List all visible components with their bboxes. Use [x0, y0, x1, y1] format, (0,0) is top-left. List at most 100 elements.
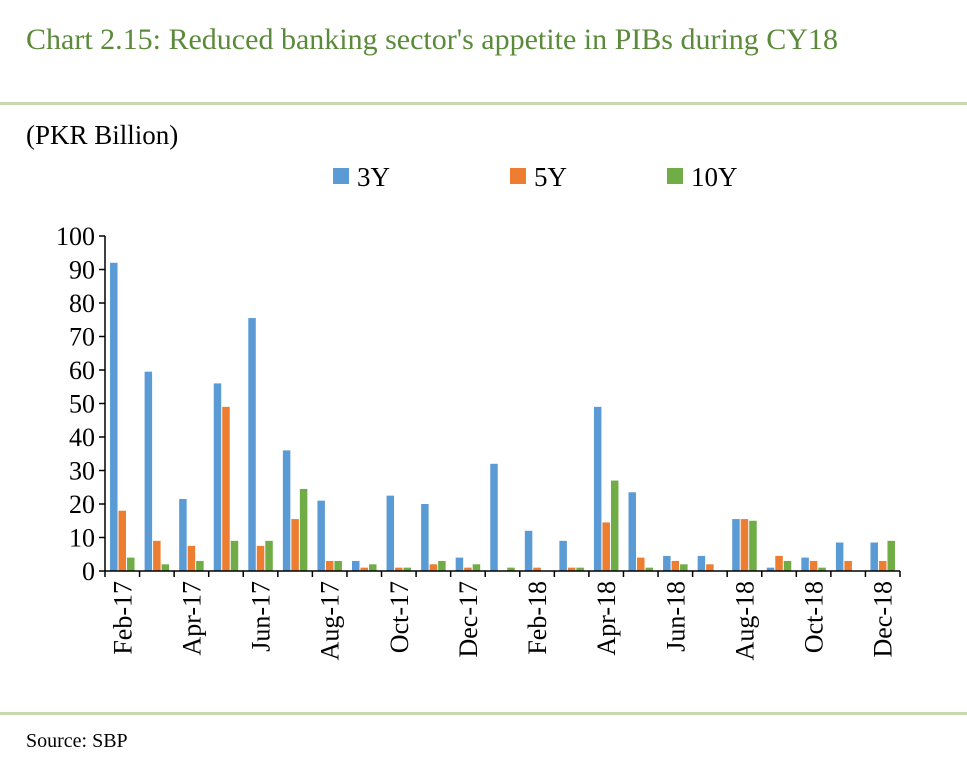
bar-5y-jun-18 — [671, 560, 680, 571]
legend-label-3y: 3Y — [357, 162, 390, 192]
source-rule — [0, 712, 967, 715]
bar-3y-jul-18 — [697, 555, 706, 571]
y-tick-label-90: 90 — [69, 256, 95, 285]
bar-10y-jan-18 — [507, 567, 515, 571]
bar-10y-jun-18 — [680, 564, 688, 571]
bar-3y-aug-18 — [732, 519, 740, 571]
bar-5y-dec-18 — [878, 560, 887, 571]
x-tick-label-apr-18: Apr-18 — [592, 581, 621, 656]
bar-5y-nov-17 — [429, 564, 438, 571]
bar-5y-mar-17 — [153, 540, 161, 571]
legend-item-10y: 10Y — [667, 162, 738, 192]
bar-5y-jul-18 — [706, 564, 714, 571]
bar-5y-may-17 — [222, 406, 230, 571]
bar-3y-sep-17 — [351, 560, 360, 571]
legend-swatch-3y — [333, 168, 349, 184]
y-tick-label-50: 50 — [69, 390, 95, 419]
bar-10y-dec-17 — [472, 564, 481, 571]
legend: 3Y 5Y 10Y — [333, 162, 738, 192]
bar-3y-oct-17 — [386, 495, 395, 572]
bar-10y-feb-17 — [127, 557, 135, 571]
y-tick-label-30: 30 — [69, 457, 95, 486]
x-tick-label-aug-18: Aug-18 — [731, 581, 760, 660]
bar-10y-nov-17 — [438, 560, 446, 571]
bar-3y-mar-17 — [144, 371, 153, 571]
bars — [110, 262, 895, 572]
y-tick-label-10: 10 — [69, 524, 95, 553]
bar-5y-mar-18 — [567, 567, 576, 571]
bar-10y-dec-18 — [887, 540, 895, 571]
bar-10y-apr-18 — [610, 480, 619, 571]
bar-3y-feb-17 — [110, 262, 118, 571]
bar-5y-aug-18 — [740, 519, 749, 571]
bar-10y-jul-17 — [299, 488, 308, 571]
x-tick-label-oct-17: Oct-17 — [385, 581, 414, 653]
bar-chart: 3Y 5Y 10Y 0 10 20 30 40 50 60 70 80 90 100 Feb-17 Apr-… — [56, 162, 901, 660]
bar-3y-nov-18 — [835, 542, 844, 571]
bar-10y-mar-17 — [161, 564, 170, 571]
bar-3y-aug-17 — [317, 500, 325, 571]
bar-3y-may-18 — [628, 492, 637, 571]
y-tick-label-20: 20 — [69, 490, 95, 519]
bar-5y-apr-18 — [602, 522, 610, 571]
bar-5y-nov-18 — [844, 560, 852, 571]
y-tick-label-0: 0 — [82, 557, 95, 586]
legend-label-10y: 10Y — [691, 162, 738, 192]
bar-10y-mar-18 — [576, 567, 584, 571]
bar-10y-aug-18 — [749, 520, 757, 571]
bar-5y-oct-17 — [395, 567, 403, 571]
bar-3y-dec-17 — [455, 557, 464, 571]
legend-swatch-10y — [667, 168, 683, 184]
x-tick-label-apr-17: Apr-17 — [177, 581, 206, 656]
legend-swatch-5y — [510, 168, 526, 184]
source-note: Source: SBP — [26, 730, 128, 752]
x-tick-label-oct-18: Oct-18 — [800, 581, 829, 653]
bar-5y-jul-17 — [291, 519, 299, 571]
bar-10y-may-17 — [230, 540, 239, 571]
legend-item-5y: 5Y — [510, 162, 567, 192]
bar-5y-sep-17 — [360, 567, 368, 571]
bar-10y-oct-18 — [818, 567, 826, 571]
bar-5y-jun-17 — [256, 545, 265, 572]
bar-5y-may-18 — [637, 557, 645, 571]
bar-5y-oct-18 — [809, 560, 818, 571]
bar-3y-apr-18 — [593, 406, 602, 571]
bar-5y-feb-17 — [118, 510, 127, 571]
bar-10y-sep-18 — [783, 560, 792, 571]
bar-3y-sep-18 — [766, 567, 775, 571]
bar-10y-apr-17 — [196, 560, 204, 571]
legend-label-5y: 5Y — [534, 162, 567, 192]
bar-10y-aug-17 — [334, 560, 342, 571]
x-tick-label-dec-18: Dec-18 — [869, 581, 898, 658]
y-tick-label-60: 60 — [69, 356, 95, 385]
title-rule — [0, 102, 967, 105]
unit-label: (PKR Billion) — [26, 120, 179, 150]
y-tick-label-80: 80 — [69, 289, 95, 318]
x-tick-label-dec-17: Dec-17 — [454, 581, 483, 658]
bar-5y-aug-17 — [325, 560, 334, 571]
y-tick-label-40: 40 — [69, 423, 95, 452]
x-tick-label-jun-17: Jun-17 — [247, 581, 276, 652]
x-tick-label-feb-18: Feb-18 — [523, 581, 552, 655]
bar-3y-oct-18 — [801, 557, 809, 571]
bar-5y-sep-18 — [775, 555, 783, 571]
bar-3y-nov-17 — [421, 504, 429, 571]
bar-3y-mar-18 — [559, 540, 567, 571]
bar-10y-jun-17 — [265, 540, 273, 571]
y-tick-label-70: 70 — [69, 323, 95, 352]
axes: 0 10 20 30 40 50 60 70 80 90 100 Feb-17 Apr-17 Jun-17… — [56, 222, 901, 660]
bar-3y-apr-17 — [179, 498, 187, 571]
chart-title: Chart 2.15: Reduced banking sector's app… — [26, 23, 838, 56]
bar-10y-sep-17 — [368, 564, 377, 571]
x-tick-label-jun-18: Jun-18 — [661, 581, 690, 652]
bar-5y-dec-17 — [464, 567, 472, 571]
x-tick-label-aug-17: Aug-17 — [316, 581, 345, 660]
bar-10y-may-18 — [645, 567, 654, 571]
bar-5y-apr-17 — [187, 545, 196, 572]
legend-item-3y: 3Y — [333, 162, 390, 192]
x-tick-label-feb-17: Feb-17 — [108, 581, 137, 655]
bar-3y-jun-17 — [248, 318, 256, 571]
bar-3y-jan-18 — [490, 463, 498, 571]
bar-5y-feb-18 — [533, 567, 541, 571]
bar-3y-jun-18 — [663, 555, 671, 571]
